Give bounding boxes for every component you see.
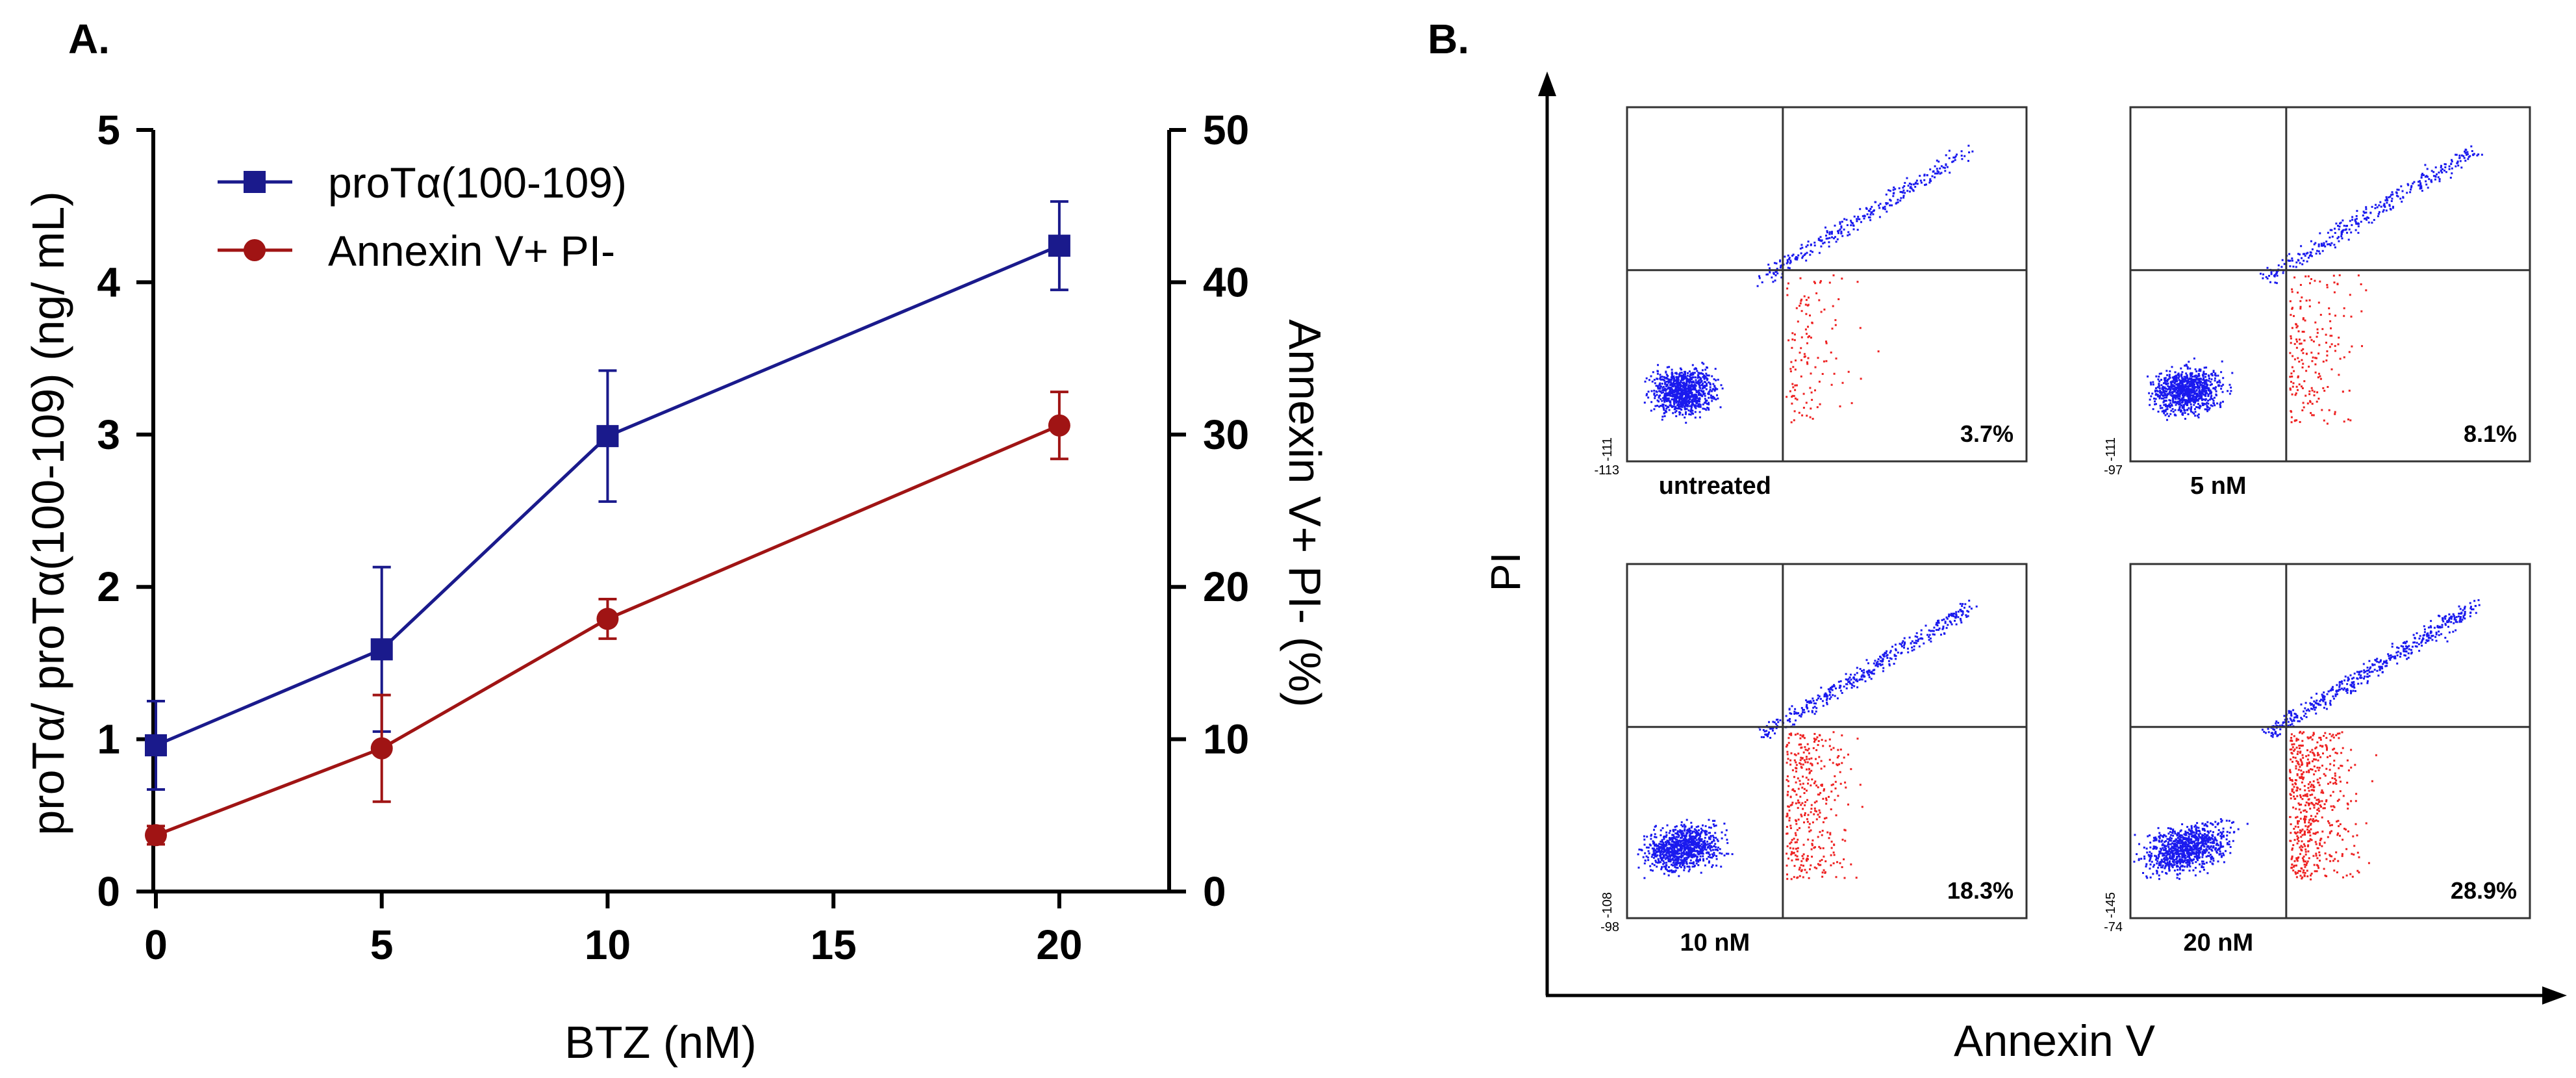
left-y-tick-label: 4 [97,259,120,305]
right-y-axis-title: Annexin V+ PI- (%) [1280,319,1330,707]
data-point-square [370,638,393,661]
series-line [155,424,1060,837]
dot-cloud [2147,145,2483,425]
quadrant-percentage: 28.9% [2451,877,2517,904]
data-point-circle [145,824,167,847]
data-point-square [145,734,167,756]
legend-label: proTα(100-109) [328,159,627,207]
blue-cell-events [2147,145,2483,421]
quadrant-percentage: 18.3% [1947,877,2014,904]
dot-plot-3: 18.3% 10 nM -98 -108 [1600,563,2028,956]
legend-marker-square [244,171,266,193]
red-early-apoptotic-events [2288,730,2377,880]
y-min-label: -111 [2104,437,2118,461]
blue-cell-events [2133,599,2481,880]
legend-label: Annexin V+ PI- [328,227,615,275]
condition-label: untreated [1659,472,1771,500]
dot-cloud [2133,599,2481,880]
dot-plot-4: 28.9% 20 nM -74 -145 [2104,563,2531,956]
pi-axis-title: PI [1482,552,1529,591]
quadrant-percentage: 8.1% [2464,420,2517,447]
x-tick-label: 20 [1036,921,1082,968]
flow-cytometry-grid: PI Annexin V 3.7% untreated -113 -111 8.1% 5 … [1482,71,2567,1066]
x-min-label: -74 [2104,920,2123,934]
right-y-tick-label: 50 [1203,107,1249,153]
quadrant-percentage: 3.7% [1960,420,2014,447]
right-y-tick-label: 0 [1203,868,1226,915]
dot-plot-2: 8.1% 5 nM -97 -111 [2104,106,2531,500]
x-min-label: -97 [2104,463,2123,478]
panel-a-label: A. [68,16,110,62]
data-point-circle [1048,414,1070,437]
legend: proTα(100-109) Annexin V+ PI- [218,159,627,275]
x-min-label: -98 [1600,920,1619,934]
right-y-tick-label: 30 [1203,411,1249,458]
left-y-tick-label: 2 [97,563,120,610]
left-y-tick-label: 0 [97,868,120,915]
y-min-label: -111 [1600,437,1615,461]
dot-cloud [1637,599,1978,880]
x-min-label: -113 [1594,463,1619,478]
data-point-square [596,425,619,448]
dot-plot-1: 3.7% untreated -113 -111 [1594,106,2028,500]
right-y-tick-label: 40 [1203,259,1249,305]
blue-cell-events [1637,599,1978,879]
x-tick-label: 15 [811,921,857,968]
annexin-axis-arrow [2542,986,2567,1005]
panel-b-label: B. [1428,16,1469,62]
pi-axis-arrow [1538,71,1556,96]
left-y-axis-title: proTα/ proTα(100-109) (ng/ mL) [23,191,73,835]
y-min-label: -108 [1600,892,1615,918]
condition-label: 20 nM [2183,929,2253,956]
left-y-tick-label: 3 [97,411,120,458]
plot-frame [2129,106,2531,463]
right-y-tick-label: 20 [1203,563,1249,610]
condition-label: 5 nM [2190,472,2247,500]
blue-cell-events [1643,144,1974,424]
x-tick-label: 5 [370,921,394,968]
condition-label: 10 nM [1680,929,1750,956]
data-point-square [1048,235,1070,257]
y-min-label: -145 [2104,892,2118,918]
left-y-tick-label: 1 [97,716,120,763]
dot-cloud [1643,144,1974,424]
series-line [155,244,1060,747]
legend-marker-circle [244,239,266,261]
x-tick-label: 10 [585,921,631,968]
right-y-tick-label: 10 [1203,716,1249,763]
x-tick-label: 0 [144,921,168,968]
x-axis-title: BTZ (nM) [564,1017,757,1068]
left-y-tick-label: 5 [97,107,120,153]
red-early-apoptotic-events [1785,731,1863,880]
plot-frame [1626,563,2028,919]
data-point-circle [370,737,393,760]
data-point-circle [596,608,619,630]
annexin-axis-title: Annexin V [1954,1016,2156,1066]
